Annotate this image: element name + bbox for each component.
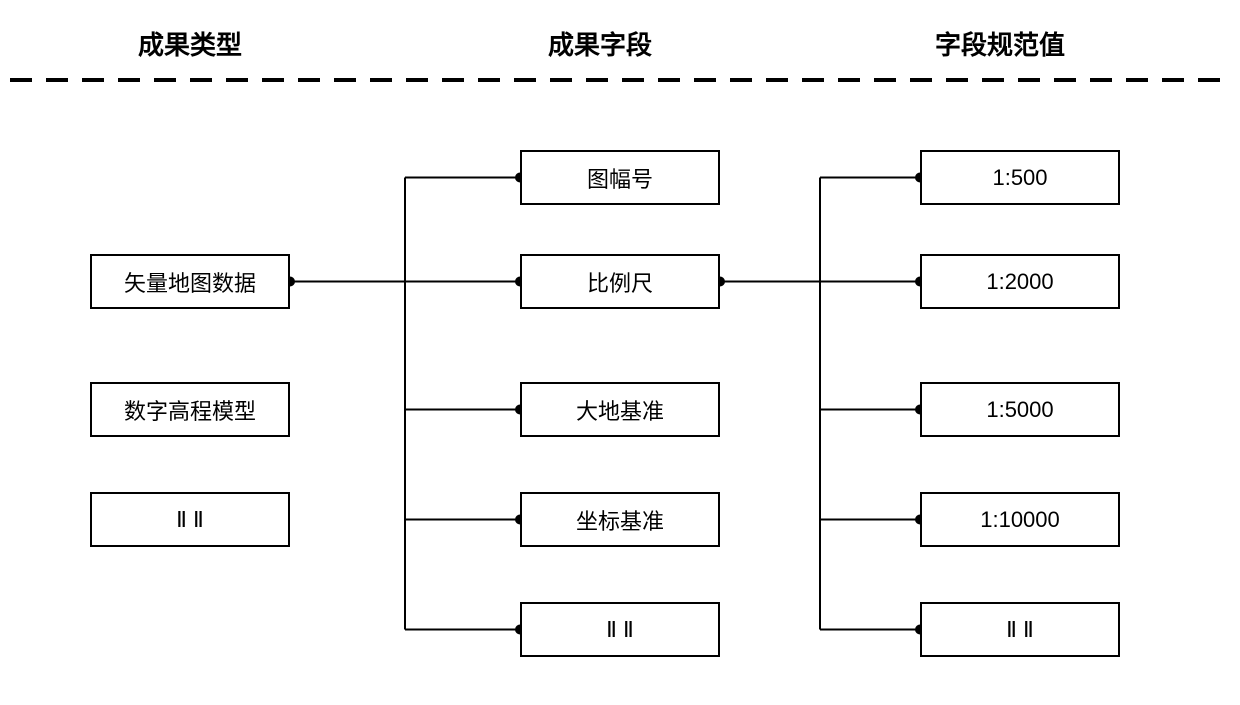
c2n1: 图幅号	[520, 150, 720, 205]
c3n4: 1:10000	[920, 492, 1120, 547]
col2-header: 成果字段	[500, 25, 700, 62]
c1n2: 数字高程模型	[90, 382, 290, 437]
c3n3: 1:5000	[920, 382, 1120, 437]
col1-header: 成果类型	[90, 25, 290, 62]
c2n2: 比例尺	[520, 254, 720, 309]
c3n1: 1:500	[920, 150, 1120, 205]
diagram-canvas: 成果类型 成果字段 字段规范值矢量地图数据数字高程模型 Ⅱ Ⅱ 图幅号比例尺大地基准坐标…	[0, 0, 1240, 705]
c2n5: Ⅱ Ⅱ	[520, 602, 720, 657]
connector-layer	[0, 0, 1240, 705]
col3-header: 字段规范值	[900, 25, 1100, 62]
c3n5: Ⅱ Ⅱ	[920, 602, 1120, 657]
c1n3: Ⅱ Ⅱ	[90, 492, 290, 547]
c1n1: 矢量地图数据	[90, 254, 290, 309]
c2n4: 坐标基准	[520, 492, 720, 547]
c3n2: 1:2000	[920, 254, 1120, 309]
c2n3: 大地基准	[520, 382, 720, 437]
